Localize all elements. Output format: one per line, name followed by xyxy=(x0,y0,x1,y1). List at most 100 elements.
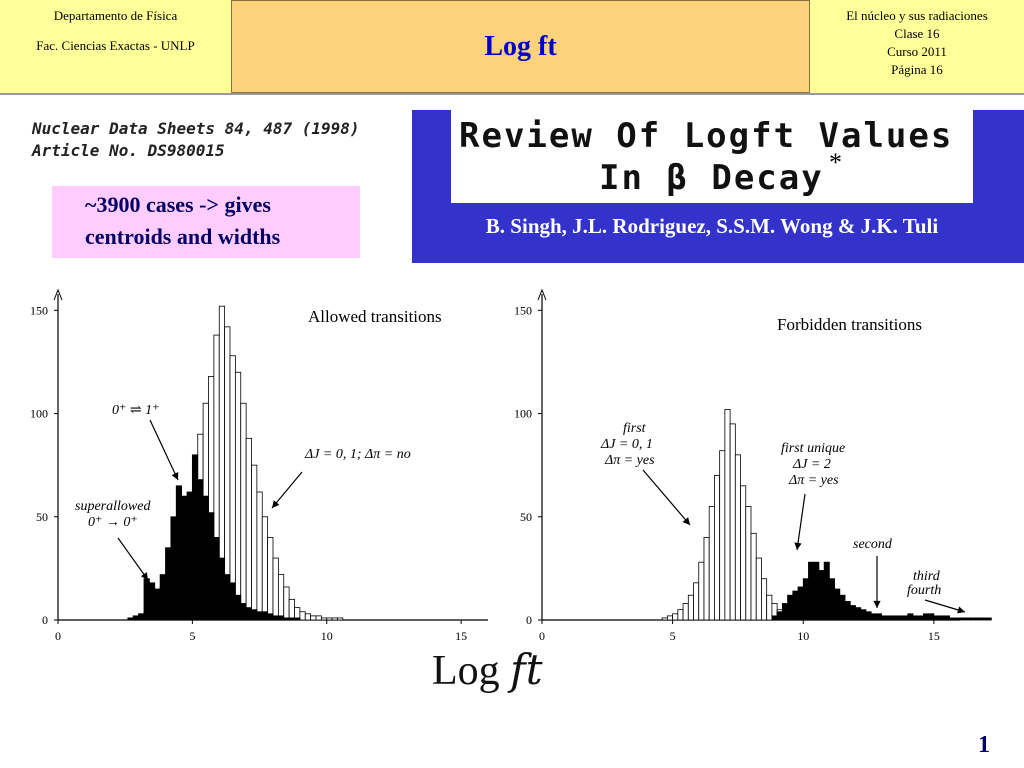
x-tick-label: 5 xyxy=(670,629,676,643)
filled-bar xyxy=(923,613,930,621)
header-left-panel: Departamento de Física Fac. Ciencias Exa… xyxy=(0,0,231,93)
y-tick-label: 100 xyxy=(30,407,48,421)
hollow-bar xyxy=(693,582,700,621)
filled-bar xyxy=(896,615,903,621)
chart-annotation: second xyxy=(853,537,893,552)
filled-bar xyxy=(828,578,835,621)
hollow-bar xyxy=(310,615,317,621)
filled-bar xyxy=(834,588,841,621)
paper-title-line-1: Review Of Logft Values xyxy=(459,116,954,156)
hollow-bar xyxy=(229,355,236,621)
filled-bar xyxy=(771,615,778,621)
filled-bar xyxy=(823,561,830,621)
x-tick-label: 5 xyxy=(189,629,195,643)
filled-bar xyxy=(959,617,966,621)
hollow-bar xyxy=(240,402,247,621)
header-right-panel: El núcleo y sus radiaciones Clase 16 Cur… xyxy=(810,0,1024,93)
filled-bar xyxy=(159,574,166,621)
reference-line-1: Nuclear Data Sheets 84, 487 (1998) xyxy=(32,119,360,138)
filled-bar xyxy=(208,512,215,621)
hollow-bar xyxy=(682,603,689,621)
hollow-bar xyxy=(277,574,285,621)
hollow-bar xyxy=(740,485,747,621)
filled-bar xyxy=(954,617,961,621)
filled-bar xyxy=(943,615,950,621)
filled-bar xyxy=(170,516,177,621)
page-label: Página 16 xyxy=(891,62,943,77)
filled-bar xyxy=(802,578,809,621)
filled-bar xyxy=(132,615,140,621)
y-tick-label: 50 xyxy=(520,510,532,524)
filled-bar xyxy=(985,617,992,621)
filled-bar xyxy=(870,613,877,621)
hollow-bar xyxy=(734,454,741,621)
filled-bar xyxy=(181,495,188,621)
filled-bar xyxy=(154,588,161,621)
y-tick-label: 100 xyxy=(514,407,532,421)
annotation-arrow xyxy=(271,471,303,509)
filled-bar xyxy=(229,582,236,621)
filled-bar xyxy=(245,607,252,621)
paper-title-asterisk: * xyxy=(829,148,842,177)
filled-bar xyxy=(938,615,945,621)
y-axis-arrow xyxy=(53,288,63,301)
hollow-bar xyxy=(331,617,338,621)
filled-bar xyxy=(261,611,269,621)
filled-bar xyxy=(787,594,794,621)
y-axis-arrow xyxy=(537,288,547,301)
hollow-bar xyxy=(261,516,269,621)
annotation-arrowhead xyxy=(171,472,179,480)
chart-annotation: first xyxy=(623,421,647,436)
chart-annotation: ΔJ = 0, 1; Δπ = no xyxy=(304,447,411,462)
filled-bar xyxy=(844,601,851,621)
department-label: Departamento de Física xyxy=(53,8,178,23)
hollow-bar xyxy=(719,450,726,621)
hollow-bar xyxy=(288,598,295,621)
course-name: El núcleo y sus radiaciones xyxy=(846,8,988,23)
chart-annotation: ΔJ = 0, 1 xyxy=(600,437,653,452)
year-label: Curso 2011 xyxy=(887,44,947,59)
y-tick-label: 0 xyxy=(42,613,48,627)
hollow-bar xyxy=(251,464,258,621)
annotation-arrowhead xyxy=(794,542,802,550)
hollow-bar xyxy=(299,611,306,621)
x-tick-label: 0 xyxy=(539,629,545,643)
y-tick-label: 150 xyxy=(30,303,48,317)
filled-bar xyxy=(912,615,919,621)
chart-annotation: superallowed xyxy=(75,499,151,514)
filled-bar xyxy=(240,603,247,621)
filled-bar xyxy=(881,615,888,621)
filled-bar xyxy=(218,557,226,621)
x-axis-label: Log ft xyxy=(432,645,543,695)
hollow-bar xyxy=(724,409,731,621)
hollow-bar xyxy=(283,586,290,621)
hollow-bar xyxy=(745,506,752,621)
chart-annotation: Δπ = yes xyxy=(788,473,839,488)
hollow-bar xyxy=(245,437,252,621)
y-tick-label: 50 xyxy=(36,510,48,524)
filled-bar xyxy=(283,617,290,621)
hollow-bar xyxy=(256,491,263,621)
y-tick-label: 0 xyxy=(526,613,532,627)
filled-bar xyxy=(818,570,825,621)
filled-bar xyxy=(808,561,815,621)
filled-bar xyxy=(891,615,898,621)
filled-bar xyxy=(980,617,987,621)
filled-bar xyxy=(272,615,279,621)
filled-bar xyxy=(256,611,263,621)
reference-line-2: Article No. DS980015 xyxy=(32,141,225,160)
summary-note: ~3900 cases -> gives centroids and width… xyxy=(52,186,360,258)
filled-bar xyxy=(191,454,199,621)
hollow-bar xyxy=(698,561,705,621)
hollow-bar xyxy=(703,537,710,621)
filled-bar xyxy=(917,615,924,621)
paper-title-line-2: In β Decay xyxy=(599,158,824,198)
annotation-arrow xyxy=(642,469,691,526)
filled-bar xyxy=(294,617,301,621)
chart-annotation: 0⁺ ⇌ 1⁺ xyxy=(112,403,160,418)
slide-number: 1 xyxy=(978,732,990,758)
hollow-bar xyxy=(304,613,312,621)
x-tick-label: 15 xyxy=(928,629,940,643)
hollow-bar xyxy=(234,371,242,621)
annotation-arrow xyxy=(796,493,806,551)
